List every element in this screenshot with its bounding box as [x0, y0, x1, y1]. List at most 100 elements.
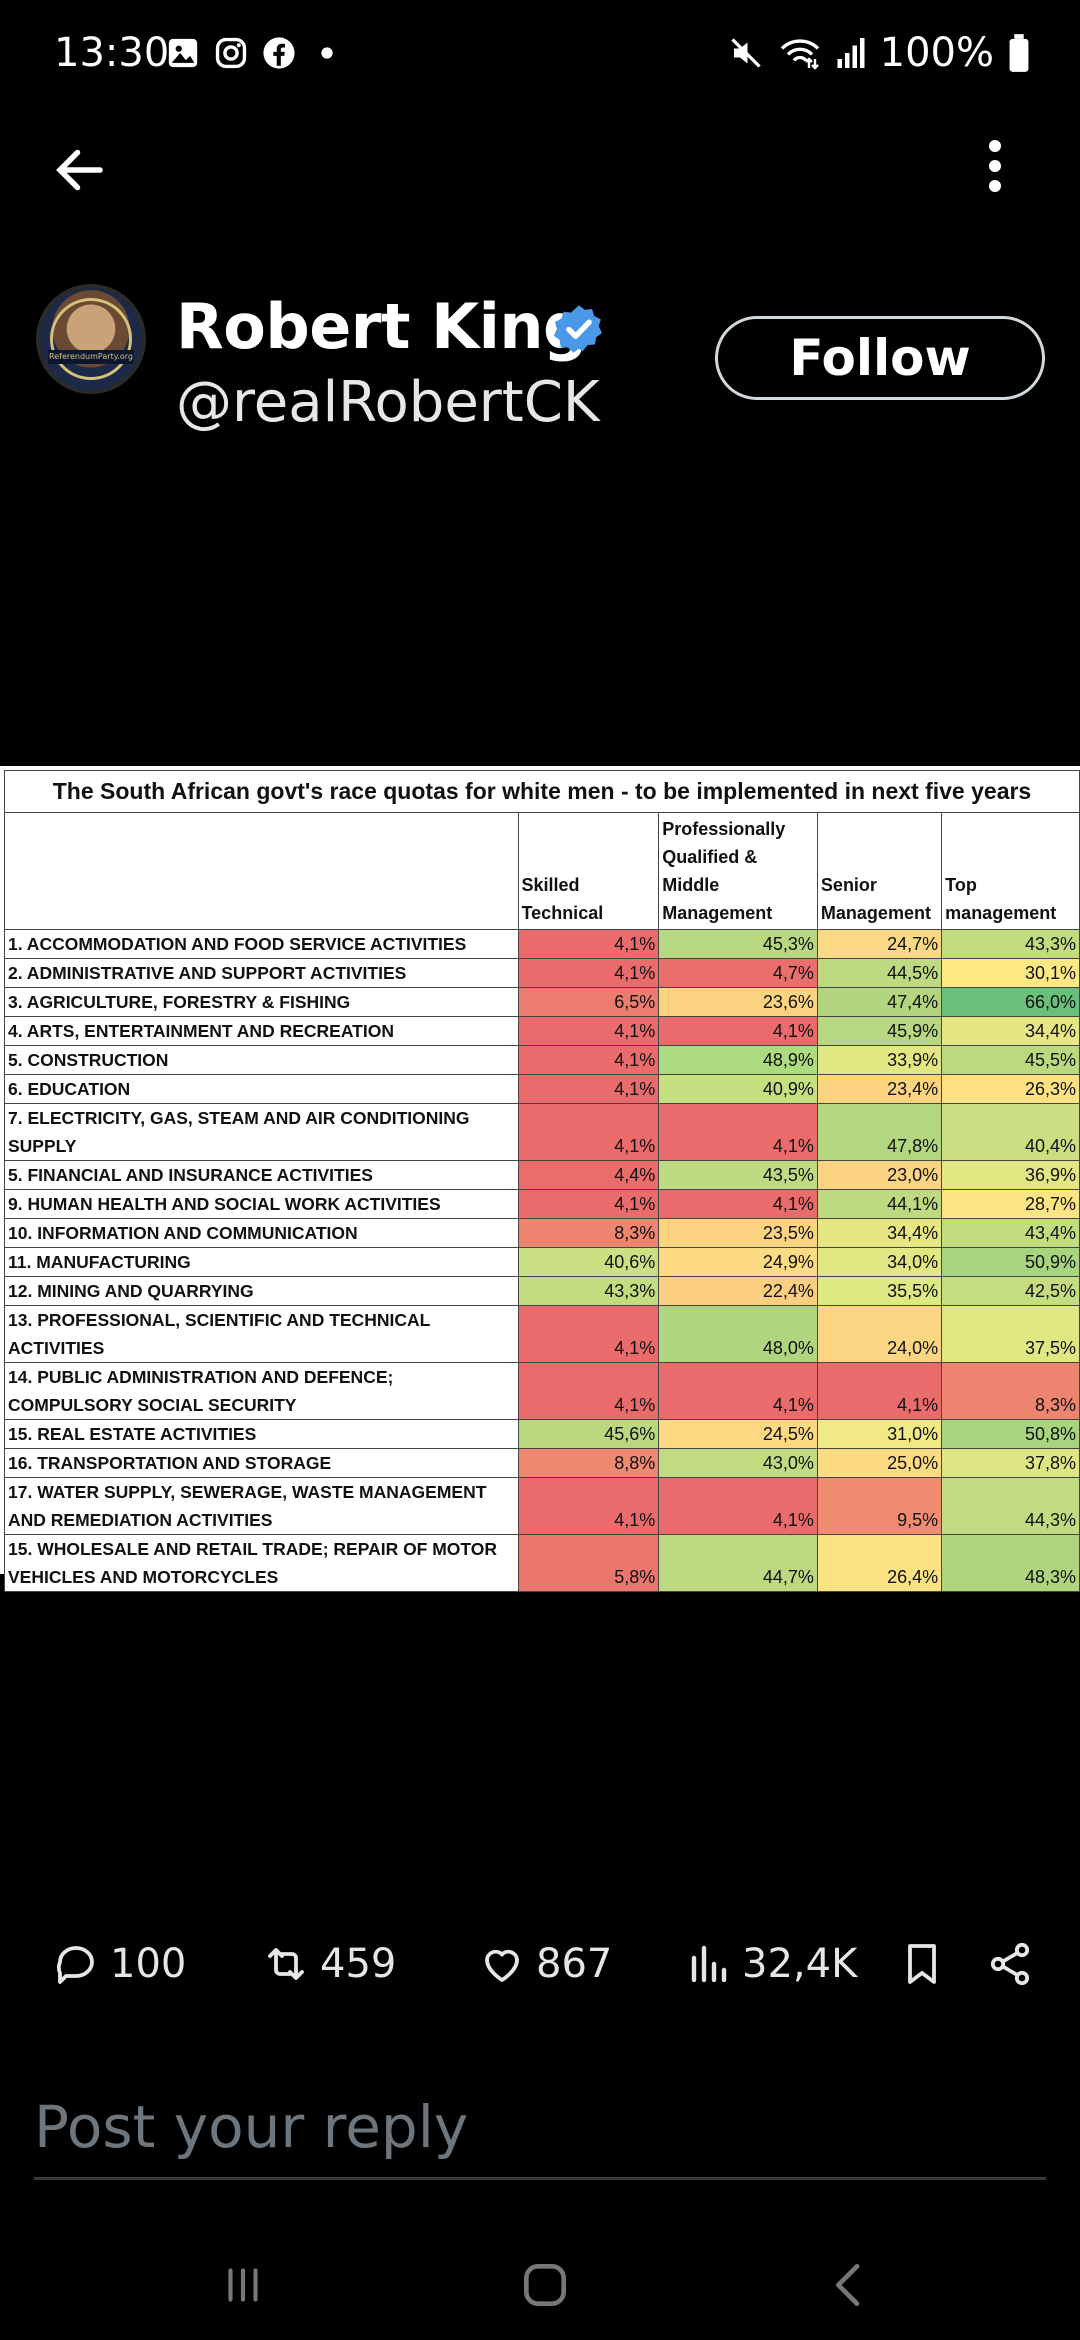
table-cell: 48,0% [658, 1305, 818, 1363]
table-row: 3. AGRICULTURE, FORESTRY & FISHING 6,5% 23… [4, 987, 1080, 1017]
table-cell: 4,1% [816, 1362, 943, 1420]
table-cell: 4,1% [517, 1189, 660, 1219]
like-action[interactable]: 867 [478, 1940, 612, 1988]
table-cell: 26,3% [941, 1074, 1080, 1104]
display-name[interactable]: Robert King [176, 290, 587, 363]
table-row: 2. ADMINISTRATIVE AND SUPPORT ACTIVITIES… [4, 958, 1080, 988]
dot-icon [321, 47, 333, 59]
more-options-button[interactable] [975, 136, 1015, 196]
row-label: 1. ACCOMMODATION AND FOOD SERVICE ACTIVI… [4, 929, 519, 959]
table-cell: 4,1% [658, 1103, 818, 1161]
table-cell: 44,5% [816, 958, 943, 988]
table-cell: 43,4% [941, 1218, 1080, 1248]
table-cell: 25,0% [816, 1448, 943, 1478]
table-cell: 23,0% [816, 1160, 943, 1190]
table-cell: 4,1% [517, 1362, 660, 1420]
table-row: 7. ELECTRICITY, GAS, STEAM AND AIR CONDI… [4, 1103, 1080, 1161]
table-cell: 30,1% [941, 958, 1080, 988]
header-top-management: Top management [941, 812, 1080, 930]
table-cell: 37,8% [941, 1448, 1080, 1478]
table-cell: 45,6% [517, 1419, 660, 1449]
table-cell: 37,5% [941, 1305, 1080, 1363]
table-row: 17. WATER SUPPLY, SEWERAGE, WASTE MANAGE… [4, 1477, 1080, 1535]
table-cell: 4,1% [658, 1016, 818, 1046]
table-cell: 43,3% [517, 1276, 660, 1306]
table-cell: 48,3% [941, 1534, 1080, 1592]
battery-icon [1009, 34, 1029, 72]
row-label: 3. AGRICULTURE, FORESTRY & FISHING [4, 987, 519, 1017]
avatar-ring [50, 298, 132, 380]
row-label: 14. PUBLIC ADMINISTRATION AND DEFENCE; C… [4, 1362, 519, 1420]
table-cell: 24,0% [816, 1305, 943, 1363]
table-row: 12. MINING AND QUARRYING 43,3% 22,4% 35,5% 4… [4, 1276, 1080, 1306]
row-label: 16. TRANSPORTATION AND STORAGE [4, 1448, 519, 1478]
back-button[interactable] [50, 140, 110, 200]
gallery-icon [168, 38, 198, 68]
table-cell: 8,3% [517, 1218, 660, 1248]
table-cell: 50,9% [941, 1247, 1080, 1277]
follow-button[interactable]: Follow [715, 316, 1045, 400]
table-cell: 45,9% [816, 1016, 943, 1046]
row-label: 4. ARTS, ENTERTAINMENT AND RECREATION [4, 1016, 519, 1046]
post-image[interactable]: The South African govt's race quotas for… [0, 766, 1080, 1592]
row-label: 6. EDUCATION [4, 1074, 519, 1104]
avatar[interactable]: ReferendumParty.org [36, 284, 146, 394]
table-title: The South African govt's race quotas for… [4, 770, 1080, 813]
table-cell: 47,4% [816, 987, 943, 1017]
view-count: 32,4K [742, 1941, 858, 1987]
recent-apps-button[interactable] [203, 2250, 283, 2320]
status-notification-icons [166, 36, 344, 70]
table-row: 9. HUMAN HEALTH AND SOCIAL WORK ACTIVITI… [4, 1189, 1080, 1219]
table-cell: 36,9% [941, 1160, 1080, 1190]
facebook-icon [263, 37, 295, 69]
table-cell: 4,7% [658, 958, 818, 988]
table-cell: 34,4% [941, 1016, 1080, 1046]
user-handle[interactable]: @realRobertCK [176, 370, 600, 435]
avatar-caption: ReferendumParty.org [48, 350, 134, 364]
row-label: 5. FINANCIAL AND INSURANCE ACTIVITIES [4, 1160, 519, 1190]
wifi-icon [780, 39, 819, 70]
table-cell: 8,8% [517, 1448, 660, 1478]
table-cell: 50,8% [941, 1419, 1080, 1449]
post-actions: 100 459 867 32,4K [0, 1940, 1080, 2004]
home-button[interactable] [505, 2250, 585, 2320]
table-cell: 47,8% [816, 1103, 943, 1161]
row-label: 12. MINING AND QUARRYING [4, 1276, 519, 1306]
comment-icon [56, 1946, 94, 1984]
table-row: 13. PROFESSIONAL, SCIENTIFIC AND TECHNIC… [4, 1305, 1080, 1363]
header-senior-management: Senior Management [816, 812, 943, 930]
repost-action[interactable]: 459 [262, 1940, 396, 1988]
bookmark-button[interactable] [898, 1940, 946, 1988]
row-label: 10. INFORMATION AND COMMUNICATION [4, 1218, 519, 1248]
reply-action[interactable]: 100 [52, 1940, 186, 1988]
table-cell: 24,5% [658, 1419, 818, 1449]
header-middle-management: Professionally Qualified & Middle Manage… [658, 812, 818, 930]
table-row: 4. ARTS, ENTERTAINMENT AND RECREATION 4,1… [4, 1016, 1080, 1046]
heart-icon [485, 1949, 519, 1982]
table-cell: 66,0% [941, 987, 1080, 1017]
row-label: 15. REAL ESTATE ACTIVITIES [4, 1419, 519, 1449]
table-cell: 35,5% [816, 1276, 943, 1306]
header-blank [4, 812, 519, 930]
table-cell: 6,5% [517, 987, 660, 1017]
share-button[interactable] [986, 1940, 1034, 1988]
table-cell: 4,1% [517, 1305, 660, 1363]
status-system-icons: 100% [728, 30, 1030, 76]
recent-apps-icon [228, 2268, 258, 2302]
table-cell: 22,4% [658, 1276, 818, 1306]
table-row: 5. CONSTRUCTION 4,1% 48,9% 33,9% 45,5% [4, 1045, 1080, 1075]
table-cell: 23,4% [816, 1074, 943, 1104]
row-label: 11. MANUFACTURING [4, 1247, 519, 1277]
home-icon [524, 2264, 566, 2306]
views-action[interactable]: 32,4K [684, 1940, 857, 1988]
reply-input[interactable] [34, 2076, 1046, 2180]
table-cell: 4,1% [517, 958, 660, 988]
table-row: 10. INFORMATION AND COMMUNICATION 8,3% 23,… [4, 1218, 1080, 1248]
table-cell: 44,3% [941, 1477, 1080, 1535]
table-cell: 48,9% [658, 1045, 818, 1075]
table-body: 1. ACCOMMODATION AND FOOD SERVICE ACTIVI… [4, 929, 1080, 1592]
table-cell: 42,5% [941, 1276, 1080, 1306]
table-cell: 45,5% [941, 1045, 1080, 1075]
row-label: 2. ADMINISTRATIVE AND SUPPORT ACTIVITIES [4, 958, 519, 988]
system-back-button[interactable] [810, 2250, 890, 2320]
